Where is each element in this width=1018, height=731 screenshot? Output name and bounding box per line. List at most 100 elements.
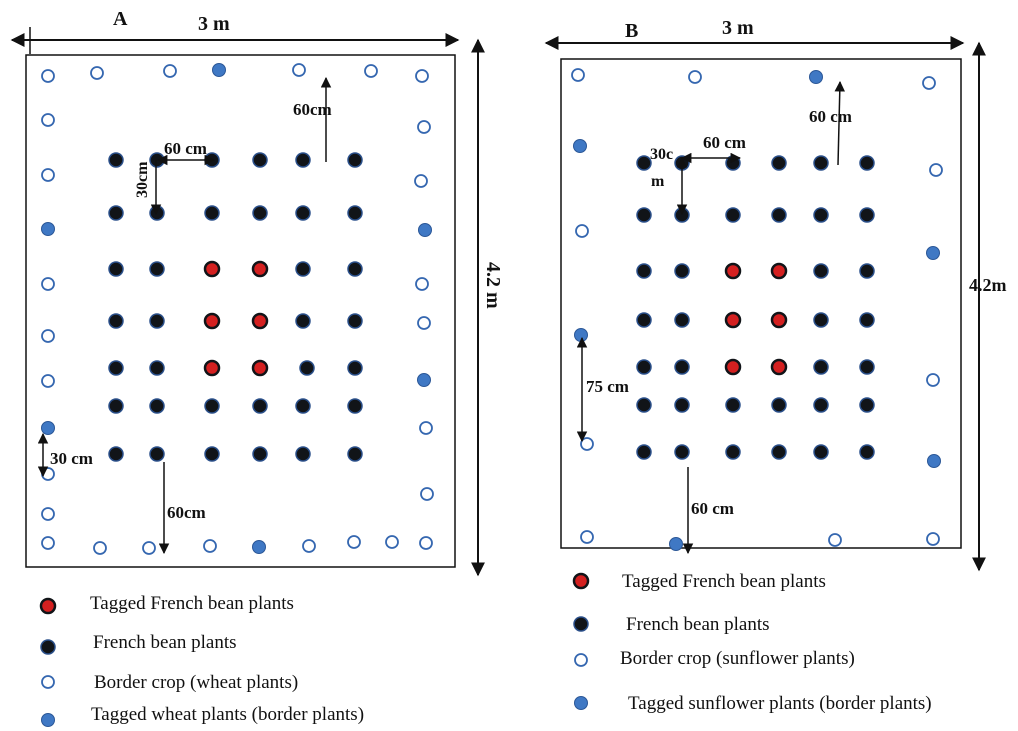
french-bean-plant (859, 207, 875, 223)
border-plant (163, 64, 177, 78)
panel-a-width-label: 3 m (198, 13, 230, 35)
panel-b-height-label: 4.2m (969, 275, 1007, 295)
border-plant (414, 174, 428, 188)
border-plant (364, 64, 378, 78)
panel-a-top-spacing-label: 60cm (293, 100, 332, 119)
french-bean-plant (299, 360, 315, 376)
panel-a-height-label: 4.2 m (482, 262, 504, 309)
french-bean-plant (859, 359, 875, 375)
french-bean-plant (347, 261, 363, 277)
tagged-french-bean-plant (770, 262, 788, 280)
french-bean-plant (295, 398, 311, 414)
french-bean-plant (149, 205, 165, 221)
panel-b-letter: B (625, 20, 638, 42)
border-plant (41, 113, 55, 127)
tagged-border-plant (41, 421, 55, 435)
tagged-french-bean-plant (203, 312, 221, 330)
border-plant (415, 277, 429, 291)
panel-b-border-spacing-label: 75 cm (586, 377, 629, 396)
legend-label: Tagged sunflower plants (border plants) (628, 693, 932, 714)
french-bean-plant (204, 205, 220, 221)
border-plant (385, 535, 399, 549)
tagged-french-bean-plant (724, 358, 742, 376)
panel-b-plot-boundary (560, 58, 962, 549)
legend-label: Tagged French bean plants (90, 593, 294, 614)
tagged-border-plant (574, 328, 588, 342)
french-bean-plant (859, 444, 875, 460)
panel-b-plants (571, 68, 943, 551)
tagged-border-plant (927, 454, 941, 468)
panel-b-top-spacing-label: 60 cm (809, 107, 852, 126)
french-bean-plant (636, 263, 652, 279)
border-plant (929, 163, 943, 177)
legend-french-bean-plant-symbol (40, 639, 56, 655)
panel-b-width-label: 3 m (722, 17, 754, 39)
french-bean-plant (295, 261, 311, 277)
panel-a-bottom-spacing-label: 60cm (167, 503, 206, 522)
french-bean-plant (636, 312, 652, 328)
french-bean-plant (295, 205, 311, 221)
french-bean-plant (347, 205, 363, 221)
panel-b: B 3 m 4.2m 60 cm 60 cm 30c m 75 cm 60 cm… (544, 17, 1007, 714)
border-plant (575, 224, 589, 238)
french-bean-plant (636, 155, 652, 171)
panel-b-legend: Tagged French bean plants French bean pla… (572, 571, 932, 714)
panel-b-col-spacing-label: 60 cm (703, 133, 746, 152)
legend-label: Tagged French bean plants (622, 571, 826, 592)
tagged-french-bean-plant (770, 311, 788, 329)
border-plant (41, 536, 55, 550)
border-plant (420, 487, 434, 501)
border-plant (688, 70, 702, 84)
legend-tagged-border-plant-symbol (574, 696, 588, 710)
tagged-french-bean-plant (251, 359, 269, 377)
tagged-border-plant (418, 223, 432, 237)
tagged-border-plant (41, 222, 55, 236)
french-bean-plant (347, 398, 363, 414)
border-plant (922, 76, 936, 90)
tagged-french-bean-plant (203, 359, 221, 377)
panel-b-row-spacing-label-2: m (651, 173, 665, 190)
panel-a: A 3 m 4.2 m 60cm 60 cm 30cm 30 cm 60cm T… (10, 8, 504, 727)
tagged-french-bean-plant (251, 260, 269, 278)
french-bean-plant (108, 398, 124, 414)
french-bean-plant (347, 313, 363, 329)
border-plant (41, 69, 55, 83)
border-plant (41, 467, 55, 481)
tagged-border-plant (417, 373, 431, 387)
legend-label: Border crop (sunflower plants) (620, 648, 855, 669)
french-bean-plant (149, 398, 165, 414)
french-bean-plant (108, 313, 124, 329)
french-bean-plant (149, 360, 165, 376)
french-bean-plant (813, 263, 829, 279)
french-bean-plant (674, 312, 690, 328)
french-bean-plant (725, 207, 741, 223)
french-bean-plant (252, 446, 268, 462)
panel-b-row-spacing-label-1: 30c (650, 146, 673, 163)
border-plant (419, 536, 433, 550)
border-plant (41, 374, 55, 388)
french-bean-plant (813, 397, 829, 413)
french-bean-plant (108, 152, 124, 168)
border-plant (93, 541, 107, 555)
french-bean-plant (149, 261, 165, 277)
french-bean-plant (771, 444, 787, 460)
french-bean-plant (295, 152, 311, 168)
panel-a-border-spacing-label: 30 cm (50, 449, 93, 468)
tagged-border-plant (669, 537, 683, 551)
panel-a-legend: Tagged French bean plants French bean pla… (39, 593, 364, 727)
french-bean-plant (347, 446, 363, 462)
french-bean-plant (771, 207, 787, 223)
french-bean-plant (674, 263, 690, 279)
french-bean-plant (813, 155, 829, 171)
tagged-french-bean-plant (203, 260, 221, 278)
french-bean-plant (636, 444, 652, 460)
french-bean-plant (149, 446, 165, 462)
border-plant (292, 63, 306, 77)
french-bean-plant (636, 207, 652, 223)
panel-a-plants (41, 63, 434, 555)
border-plant (828, 533, 842, 547)
legend-tagged-french-bean-plant-symbol (39, 597, 57, 615)
border-plant (41, 329, 55, 343)
legend-tagged-border-plant-symbol (41, 713, 55, 727)
